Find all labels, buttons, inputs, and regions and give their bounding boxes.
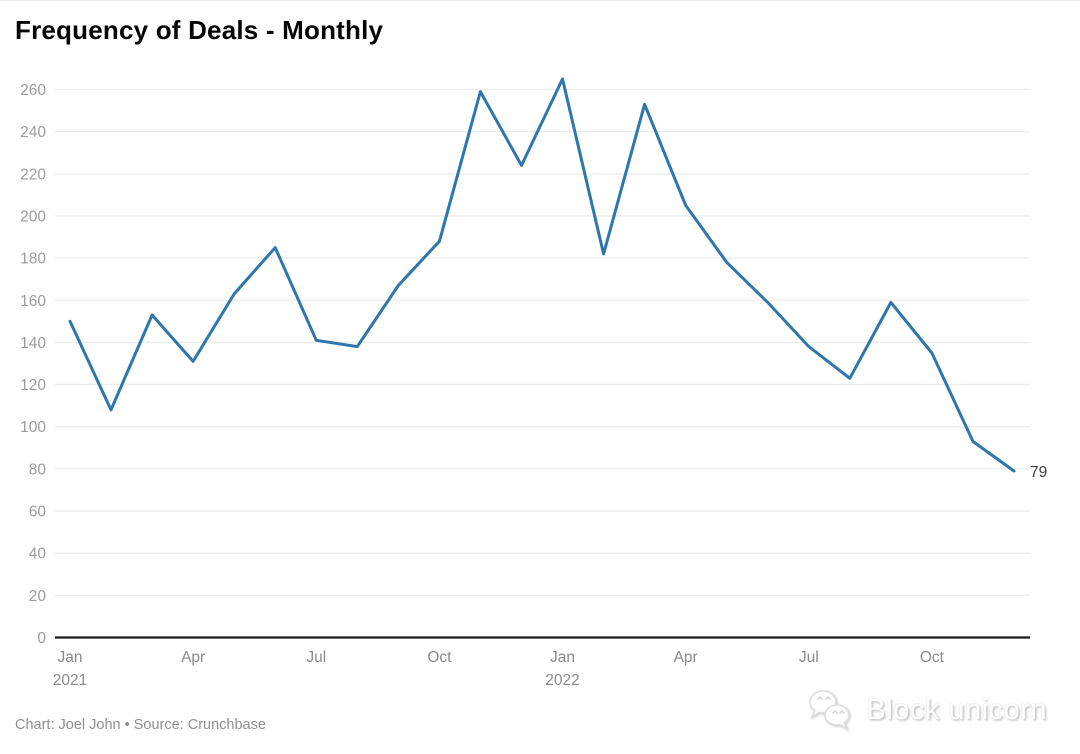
y-tick-label: 60 [29, 504, 47, 521]
y-tick-label: 260 [20, 82, 46, 99]
y-tick-label: 40 [29, 546, 47, 563]
watermark: Block unicorn [806, 687, 1047, 733]
x-tick-label: Jan [58, 649, 83, 666]
end-value-label: 79 [1030, 464, 1047, 481]
x-tick-year-label: 2021 [53, 672, 87, 689]
y-tick-label: 220 [20, 166, 46, 183]
chart-credit: Chart: Joel John • Source: Crunchbase [15, 717, 266, 733]
x-tick-label: Oct [427, 649, 452, 666]
y-tick-label: 160 [20, 293, 46, 310]
y-tick-label: 240 [20, 124, 46, 141]
y-tick-label: 0 [37, 630, 46, 647]
y-tick-label: 20 [29, 588, 47, 605]
y-tick-label: 200 [20, 208, 46, 225]
y-tick-label: 140 [20, 335, 46, 352]
watermark-text: Block unicorn [866, 693, 1047, 726]
x-tick-label: Apr [674, 649, 698, 666]
x-tick-label: Oct [920, 649, 945, 666]
chat-bubbles-icon [809, 690, 851, 732]
x-tick-label: Jul [306, 649, 326, 666]
x-tick-label: Jan [550, 649, 575, 666]
y-tick-label: 120 [20, 377, 46, 394]
x-tick-label: Jul [799, 649, 819, 666]
x-tick-label: Apr [181, 649, 205, 666]
chart-title: Frequency of Deals - Monthly [15, 15, 384, 45]
y-tick-label: 100 [20, 419, 46, 436]
x-tick-year-label: 2022 [545, 672, 579, 689]
deals-line [68, 77, 1016, 473]
y-tick-label: 180 [20, 251, 46, 268]
y-tick-label: 80 [29, 461, 47, 478]
